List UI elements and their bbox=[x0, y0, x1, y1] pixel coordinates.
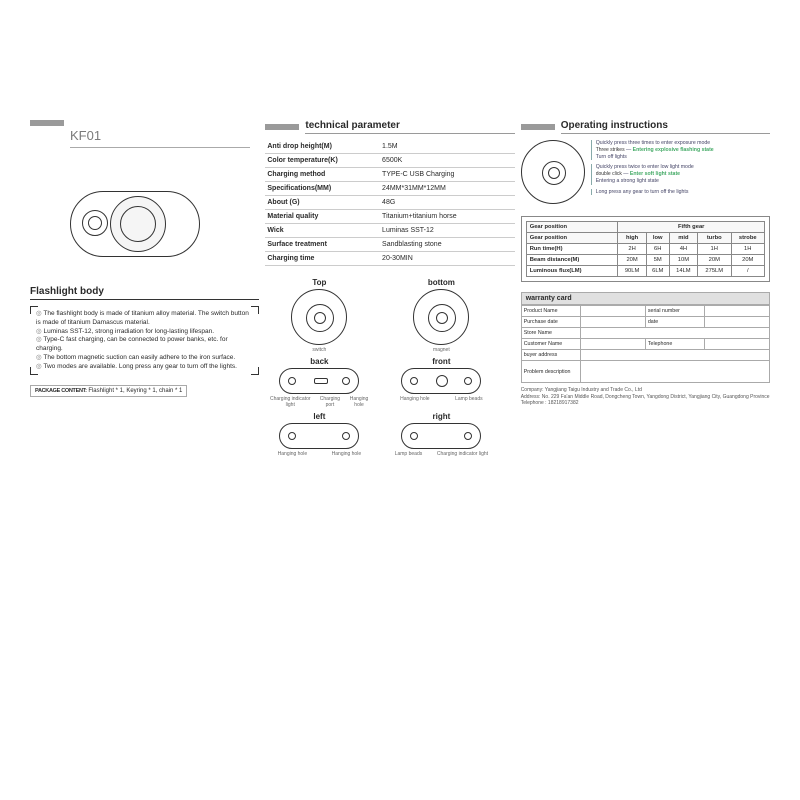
table-row: Anti drop height(M)1.5M bbox=[265, 140, 514, 154]
warranty-card: warranty card Product Nameserial number … bbox=[521, 292, 770, 383]
view-front: front Hanging holeLamp beads bbox=[387, 357, 495, 408]
table-row: Material qualityTitanium+titanium horse bbox=[265, 210, 514, 224]
table-row: Beam distance(M) 20M5M10M20M20M bbox=[526, 255, 764, 266]
tech-title: technical parameter bbox=[305, 120, 514, 134]
table-row: Specifications(MM)24MM*31MM*12MM bbox=[265, 182, 514, 196]
bullet: Luminas SST-12, strong irradiation for l… bbox=[36, 328, 253, 337]
table-row: Luminous flux(LM) 90LM6LM14LM275LM/ bbox=[526, 266, 764, 277]
warranty-title: warranty card bbox=[521, 292, 770, 305]
panel-technical: technical parameter Anti drop height(M)1… bbox=[265, 120, 514, 680]
gear-table: Gear positionFifth gear Gear position hi… bbox=[526, 221, 765, 277]
bullets-frame: The flashlight body is made of titanium … bbox=[30, 306, 259, 375]
model-code: KF01 bbox=[70, 128, 250, 148]
views-grid: Top switch bottom magnet back Charging i… bbox=[265, 278, 514, 457]
table-row: Charging time20-30MIN bbox=[265, 252, 514, 266]
section-title-body: Flashlight body bbox=[30, 286, 259, 300]
warranty-table: Product Nameserial number Purchase dated… bbox=[521, 305, 770, 383]
package-text: Flashlight * 1, Keyring * 1, chain * 1 bbox=[88, 388, 182, 394]
package-contents: PACKAGE CONTENT: Flashlight * 1, Keyring… bbox=[30, 385, 187, 397]
bullet: The flashlight body is made of titanium … bbox=[36, 310, 253, 328]
panel-operating: Operating instructions Quickly press thr… bbox=[521, 120, 770, 680]
table-row: Run time(H) 2H6H4H1H1H bbox=[526, 244, 764, 255]
view-back: back Charging indicator lightCharging po… bbox=[265, 357, 373, 408]
view-top: Top switch bbox=[265, 278, 373, 353]
footer-tel: Telephone : 18218917382 bbox=[521, 400, 770, 407]
product-illustration bbox=[60, 166, 220, 276]
table-row: About (G)48G bbox=[265, 196, 514, 210]
gear-table-frame: Gear positionFifth gear Gear position hi… bbox=[521, 216, 770, 282]
op-title: Operating instructions bbox=[561, 120, 770, 134]
package-label: PACKAGE CONTENT: bbox=[35, 388, 87, 394]
footer-info: Company: Yangjiang Taigu Industry and Tr… bbox=[521, 387, 770, 407]
table-row: Surface treatmentSandblasting stone bbox=[265, 238, 514, 252]
bullet: Type-C fast charging, can be connected t… bbox=[36, 336, 253, 354]
view-bottom: bottom magnet bbox=[387, 278, 495, 353]
bullet: Two modes are available. Long press any … bbox=[36, 363, 253, 372]
operation-diagram: Quickly press three times to enter expos… bbox=[521, 140, 770, 204]
button-icon bbox=[521, 140, 585, 204]
table-row: WickLuminas SST-12 bbox=[265, 224, 514, 238]
table-row: Charging methodTYPE-C USB Charging bbox=[265, 168, 514, 182]
bullet: The bottom magnetic suction can easily a… bbox=[36, 354, 253, 363]
panel-body: KF01 Flashlight body The flashlight body… bbox=[30, 120, 259, 680]
document-canvas: KF01 Flashlight body The flashlight body… bbox=[30, 120, 770, 680]
bullet-list: The flashlight body is made of titanium … bbox=[36, 310, 253, 371]
view-left: left Hanging holeHanging hole bbox=[265, 412, 373, 457]
view-right: right Lamp beadsCharging indicator light bbox=[387, 412, 495, 457]
operation-notes: Quickly press three times to enter expos… bbox=[591, 140, 714, 199]
spec-table: Anti drop height(M)1.5M Color temperatur… bbox=[265, 140, 514, 266]
table-row: Color temperature(K)6500K bbox=[265, 154, 514, 168]
